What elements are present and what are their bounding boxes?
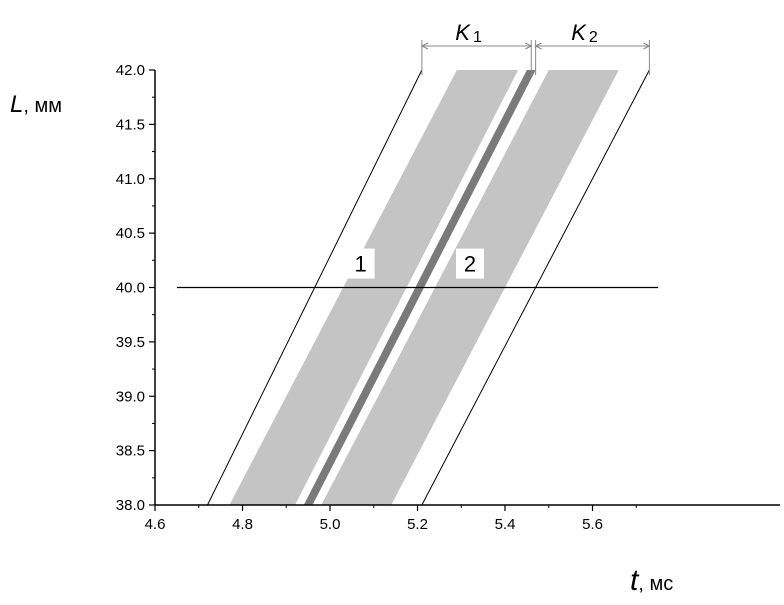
x-tick-label-0: 4.6	[145, 516, 166, 533]
x-tick-label-3: 5.2	[407, 516, 428, 533]
band-label-3: 2	[464, 252, 476, 277]
dimension-2-symbol: K	[571, 20, 587, 45]
dimension-1-symbol: K	[455, 20, 471, 45]
x-axis-unit: , мс	[638, 573, 673, 595]
x-tick-label-2: 5.0	[320, 516, 341, 533]
x-axis-title: t, мс	[630, 564, 673, 597]
y-tick-label-6: 41.0	[116, 171, 145, 188]
y-tick-label-1: 38.5	[116, 443, 145, 460]
x-tick-label-5: 5.6	[582, 516, 603, 533]
dimension-2-right-arrow	[643, 42, 651, 50]
band-label-box-1	[346, 248, 375, 279]
y-axis-title: L, мм	[10, 91, 62, 118]
y-axis-symbol: L	[10, 91, 23, 118]
y-tick-label-4: 40.0	[116, 280, 145, 297]
y-tick-label-5: 40.5	[116, 225, 145, 242]
dimension-1-right-arrow	[525, 42, 533, 50]
dimension-2-left-arrow	[534, 42, 542, 50]
y-axis-unit: , мм	[23, 95, 62, 117]
y-tick-label-0: 38.0	[116, 497, 145, 514]
y-tick-label-7: 41.5	[116, 116, 145, 133]
dimension-1-left-arrow	[420, 42, 429, 50]
y-tick-label-3: 39.5	[116, 334, 145, 351]
y-tick-label-2: 39.0	[116, 388, 145, 405]
x-axis-symbol: t	[630, 564, 640, 597]
x-tick-label-4: 5.4	[495, 516, 516, 533]
dimension-1-subscript: 1	[473, 29, 482, 46]
band-label-box-3	[456, 248, 484, 279]
dimension-2-subscript: 2	[589, 29, 598, 46]
x-tick-label-1: 4.8	[232, 516, 253, 533]
y-tick-label-8: 42.0	[116, 62, 145, 79]
band-label-1: 1	[355, 252, 367, 277]
